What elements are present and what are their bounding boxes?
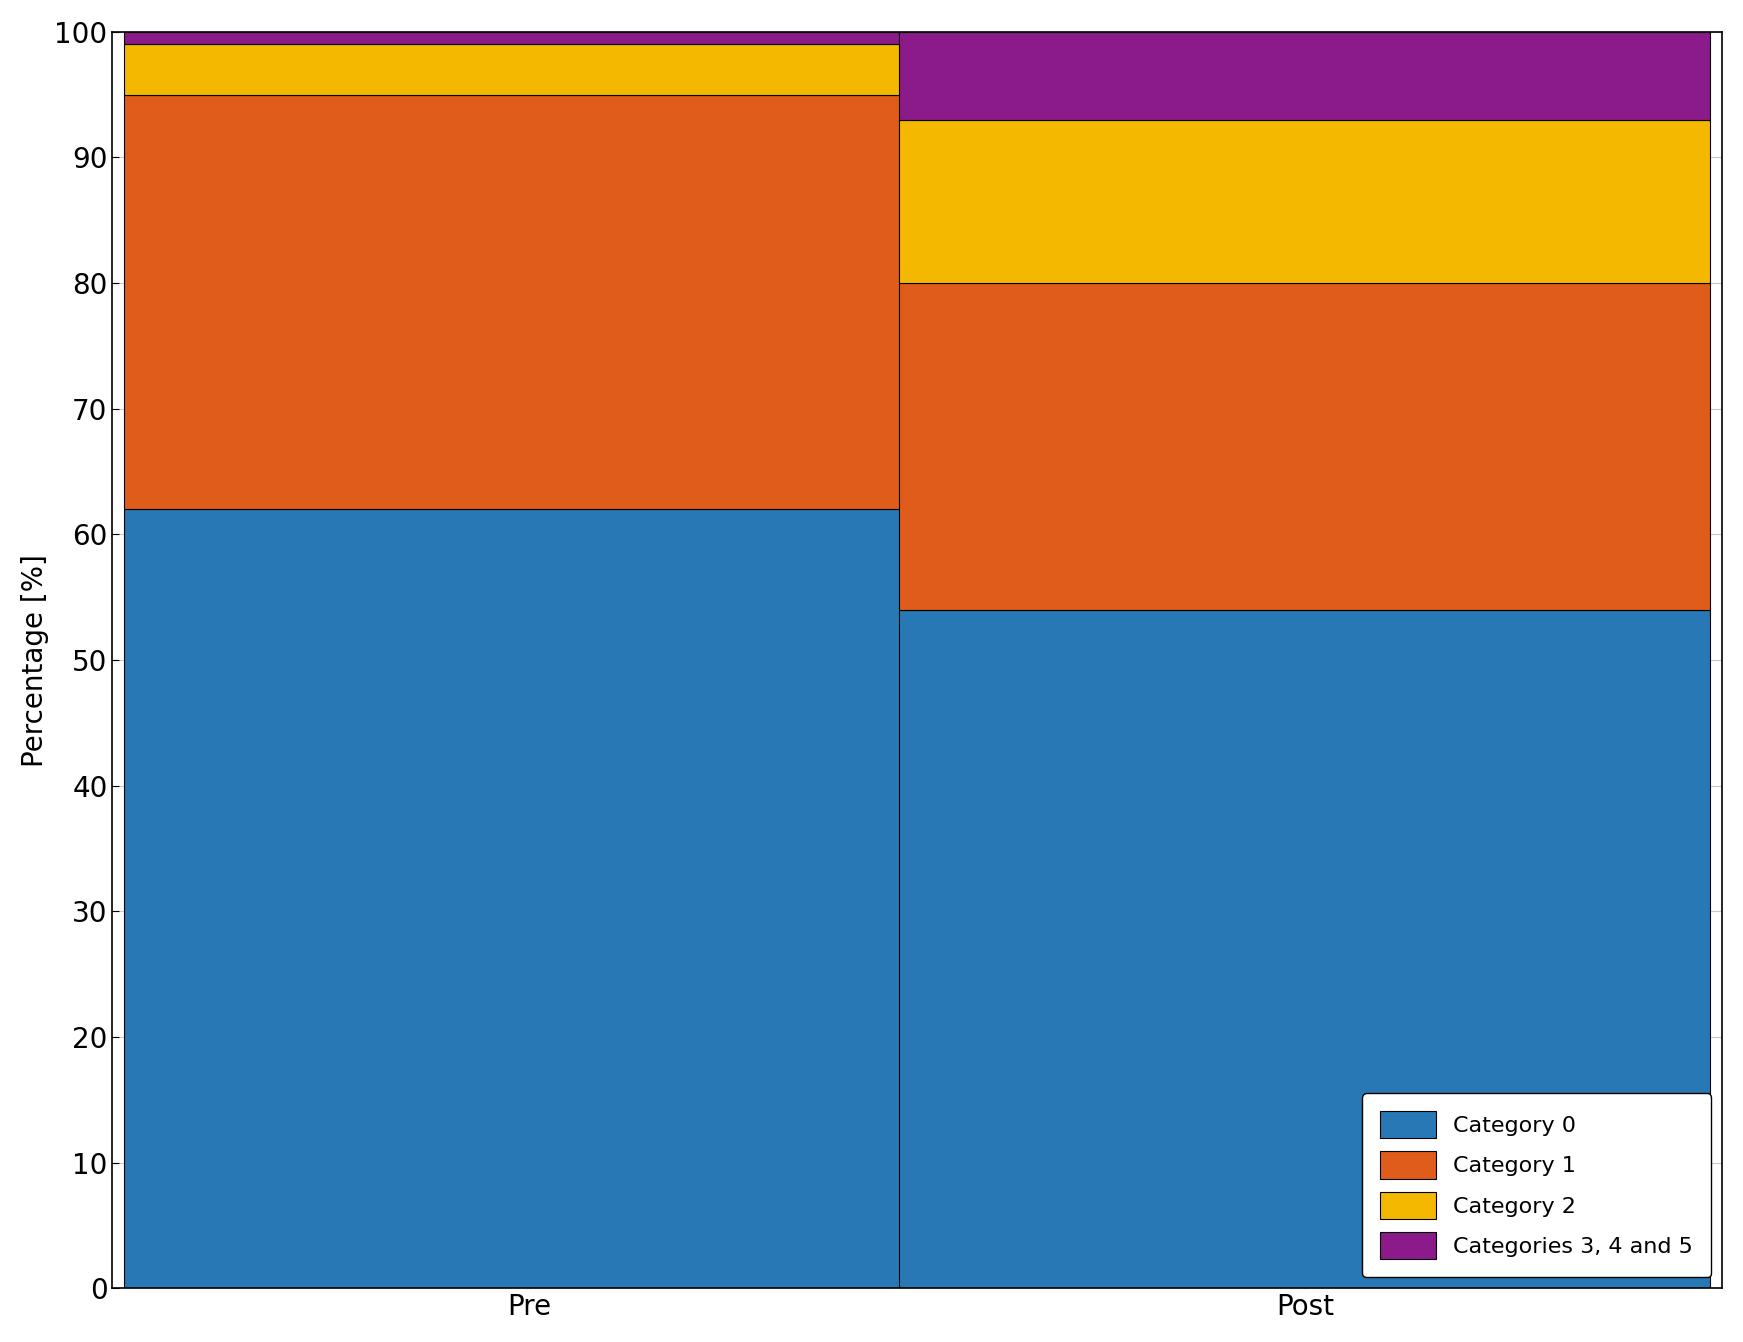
Bar (899, 32, 1710, 119)
Bar (124, 32, 936, 44)
Y-axis label: Percentage [%]: Percentage [%] (21, 554, 49, 766)
Bar (124, 44, 936, 95)
Bar (899, 283, 1710, 609)
Bar (124, 95, 936, 510)
Legend: Category 0, Category 1, Category 2, Categories 3, 4 and 5: Category 0, Category 1, Category 2, Cate… (1363, 1094, 1712, 1278)
Bar (124, 510, 936, 1288)
Bar (899, 119, 1710, 283)
Bar (899, 609, 1710, 1288)
